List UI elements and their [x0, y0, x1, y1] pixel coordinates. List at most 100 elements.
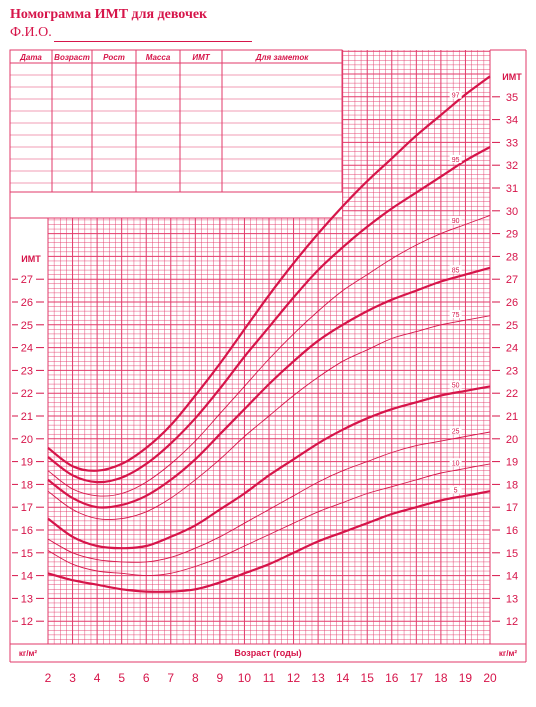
- x-tick-label: 15: [361, 671, 375, 685]
- x-tick-label: 18: [434, 671, 448, 685]
- x-tick-label: 13: [311, 671, 325, 685]
- curve-p85: [47, 266, 491, 509]
- curve-label-bg: [449, 426, 462, 435]
- curve-label-bg: [449, 155, 462, 164]
- y-tick-left: 17: [21, 502, 33, 514]
- y-tick-right: 12: [506, 616, 518, 628]
- x-tick-label: 4: [94, 671, 101, 685]
- curve-p25: [47, 431, 491, 563]
- curve-p90: [47, 214, 491, 497]
- fio-label: Ф.И.О.: [10, 25, 52, 40]
- x-tick-label: 6: [143, 671, 150, 685]
- curve-label-p75: 75: [452, 312, 460, 319]
- curve-label-p97: 97: [452, 93, 460, 100]
- x-tick-label: 17: [410, 671, 424, 685]
- y-tick-right: 24: [506, 343, 518, 355]
- table-header-4: ИМТ: [192, 53, 210, 62]
- y-tick-left: 12: [21, 616, 33, 628]
- curve-p5: [47, 490, 491, 593]
- x-tick-label: 7: [167, 671, 174, 685]
- curve-p97: [47, 75, 491, 472]
- x-tick-label: 3: [69, 671, 76, 685]
- curve-label-p85: 85: [452, 267, 460, 274]
- y-tick-left: 26: [21, 297, 33, 309]
- fio-field[interactable]: Ф.И.О.: [10, 24, 310, 42]
- grid: [9, 49, 527, 663]
- curve-p95: [47, 146, 491, 484]
- x-tick-label: 20: [483, 671, 497, 685]
- table-header-3: Масса: [146, 53, 171, 62]
- y-tick-left: 23: [21, 365, 33, 377]
- curve-label-p10: 10: [452, 460, 460, 467]
- curve-label-bg: [449, 458, 462, 467]
- y-tick-left: 14: [21, 571, 33, 583]
- curve-p50: [47, 385, 491, 550]
- y-tick-right: 19: [506, 457, 518, 469]
- y-unit-right: кг/м²: [499, 649, 517, 658]
- y-tick-right: 28: [506, 251, 518, 263]
- curve-label-bg: [449, 216, 462, 225]
- curve-label-bg: [449, 485, 462, 494]
- curve-label-p50: 50: [452, 383, 460, 390]
- curve-label-bg: [449, 90, 462, 99]
- curve-label-p90: 90: [452, 218, 460, 225]
- y-tick-right: 14: [506, 571, 518, 583]
- y-tick-right: 13: [506, 593, 518, 605]
- x-tick-label: 14: [336, 671, 350, 685]
- x-tick-label: 8: [192, 671, 199, 685]
- y-axis-label-left: ИМТ: [21, 254, 41, 264]
- y-tick-right: 29: [506, 229, 518, 241]
- curve-p75: [47, 315, 491, 521]
- y-tick-right: 23: [506, 365, 518, 377]
- y-tick-right: 31: [506, 183, 518, 195]
- y-tick-right: 18: [506, 479, 518, 491]
- x-tick-label: 10: [238, 671, 252, 685]
- y-tick-right: 26: [506, 297, 518, 309]
- y-tick-right: 25: [506, 320, 518, 332]
- x-tick-label: 19: [459, 671, 473, 685]
- y-tick-left: 25: [21, 320, 33, 332]
- notes-table: [9, 49, 343, 193]
- header: Номограмма ИМТ для девочек Ф.И.О.: [10, 6, 310, 42]
- y-tick-right: 33: [506, 137, 518, 149]
- y-tick-left: 19: [21, 457, 33, 469]
- y-tick-left: 27: [21, 274, 33, 286]
- y-tick-left: 18: [21, 479, 33, 491]
- y-tick-left: 15: [21, 548, 33, 560]
- y-tick-left: 24: [21, 343, 33, 355]
- y-axis-label-right: ИМТ: [502, 72, 522, 82]
- chart-title: Номограмма ИМТ для девочек: [10, 7, 208, 22]
- y-tick-right: 32: [506, 160, 518, 172]
- y-tick-left: 13: [21, 593, 33, 605]
- y-unit-left: кг/м²: [19, 649, 37, 658]
- y-tick-left: 22: [21, 388, 33, 400]
- y-tick-right: 30: [506, 206, 518, 218]
- y-tick-right: 27: [506, 274, 518, 286]
- y-tick-right: 34: [506, 115, 518, 127]
- y-tick-right: 35: [506, 92, 518, 104]
- fio-underline: [53, 29, 252, 42]
- y-tick-right: 20: [506, 434, 518, 446]
- y-tick-right: 16: [506, 525, 518, 537]
- table-header-5: Для заметок: [255, 53, 309, 62]
- curve-p10: [47, 463, 491, 577]
- x-tick-label: 16: [385, 671, 399, 685]
- y-tick-left: 21: [21, 411, 33, 423]
- x-tick-label: 9: [217, 671, 224, 685]
- curve-label-p95: 95: [452, 157, 460, 164]
- y-tick-right: 22: [506, 388, 518, 400]
- table-header-2: Рост: [103, 53, 125, 62]
- y-tick-right: 21: [506, 411, 518, 423]
- curve-label-p5: 5: [454, 488, 458, 495]
- curve-label-bg: [449, 265, 462, 274]
- curve-label-p25: 25: [452, 428, 460, 435]
- curve-label-bg: [449, 380, 462, 389]
- x-tick-label: 2: [45, 671, 52, 685]
- percentile-curves: 97 95 90 85 75 50 25 10 5: [47, 75, 491, 593]
- x-tick-label: 11: [263, 671, 276, 685]
- table-header-0: Дата: [19, 53, 42, 62]
- x-axis-label: Возраст (годы): [234, 648, 301, 658]
- x-tick-label: 5: [118, 671, 125, 685]
- table-header-1: Возраст: [54, 53, 90, 62]
- y-tick-left: 20: [21, 434, 33, 446]
